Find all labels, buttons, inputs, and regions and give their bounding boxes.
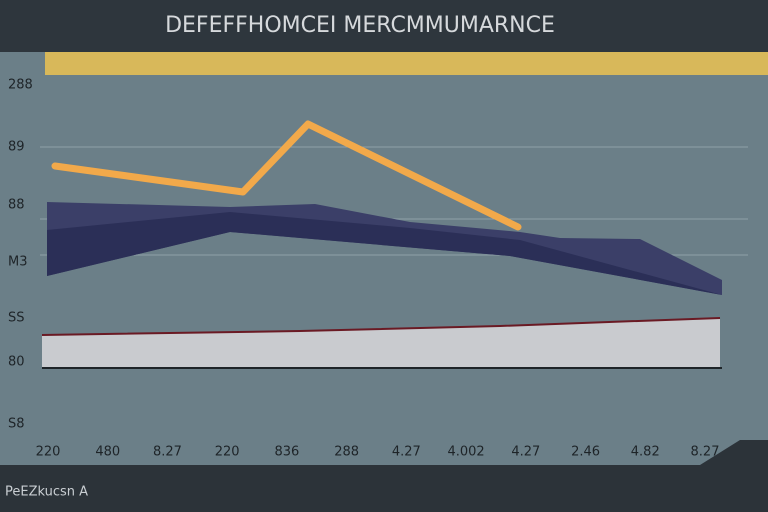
highlight-band — [45, 52, 768, 75]
x-tick-label: 288 — [334, 445, 359, 460]
area-base — [42, 318, 720, 368]
y-tick-label: M3 — [8, 255, 28, 270]
x-tick-label: 4.27 — [392, 445, 421, 460]
header-bar — [0, 0, 768, 52]
y-tick-label: 88 — [8, 198, 25, 213]
area-base-edge — [41, 317, 721, 336]
y-tick-label: 80 — [8, 355, 25, 370]
chart-title: DEFEFFHOMCEI MERCMMUMARNCE — [165, 13, 555, 38]
line-series — [51, 120, 522, 231]
area-band-inner — [47, 212, 722, 295]
y-tick-label: 89 — [8, 140, 25, 155]
footer-bar — [0, 440, 768, 512]
x-tick-label: 836 — [274, 445, 299, 460]
x-tick-label: 480 — [95, 445, 120, 460]
x-tick-label: 8.27 — [153, 445, 182, 460]
x-tick-label: 4.002 — [447, 445, 484, 460]
y-tick-label: S8 — [8, 417, 25, 432]
x-tick-label: 2.46 — [571, 445, 600, 460]
y-tick-label: SS — [8, 311, 25, 326]
x-tick-label: 220 — [215, 445, 240, 460]
x-tick-label: 8.27 — [691, 445, 720, 460]
x-tick-label: 4.27 — [511, 445, 540, 460]
y-tick-label: 288 — [8, 78, 33, 93]
x-tick-label: 4.82 — [631, 445, 660, 460]
footer-label: PeEZkucsn A — [5, 485, 88, 500]
x-tick-label: 220 — [36, 445, 61, 460]
